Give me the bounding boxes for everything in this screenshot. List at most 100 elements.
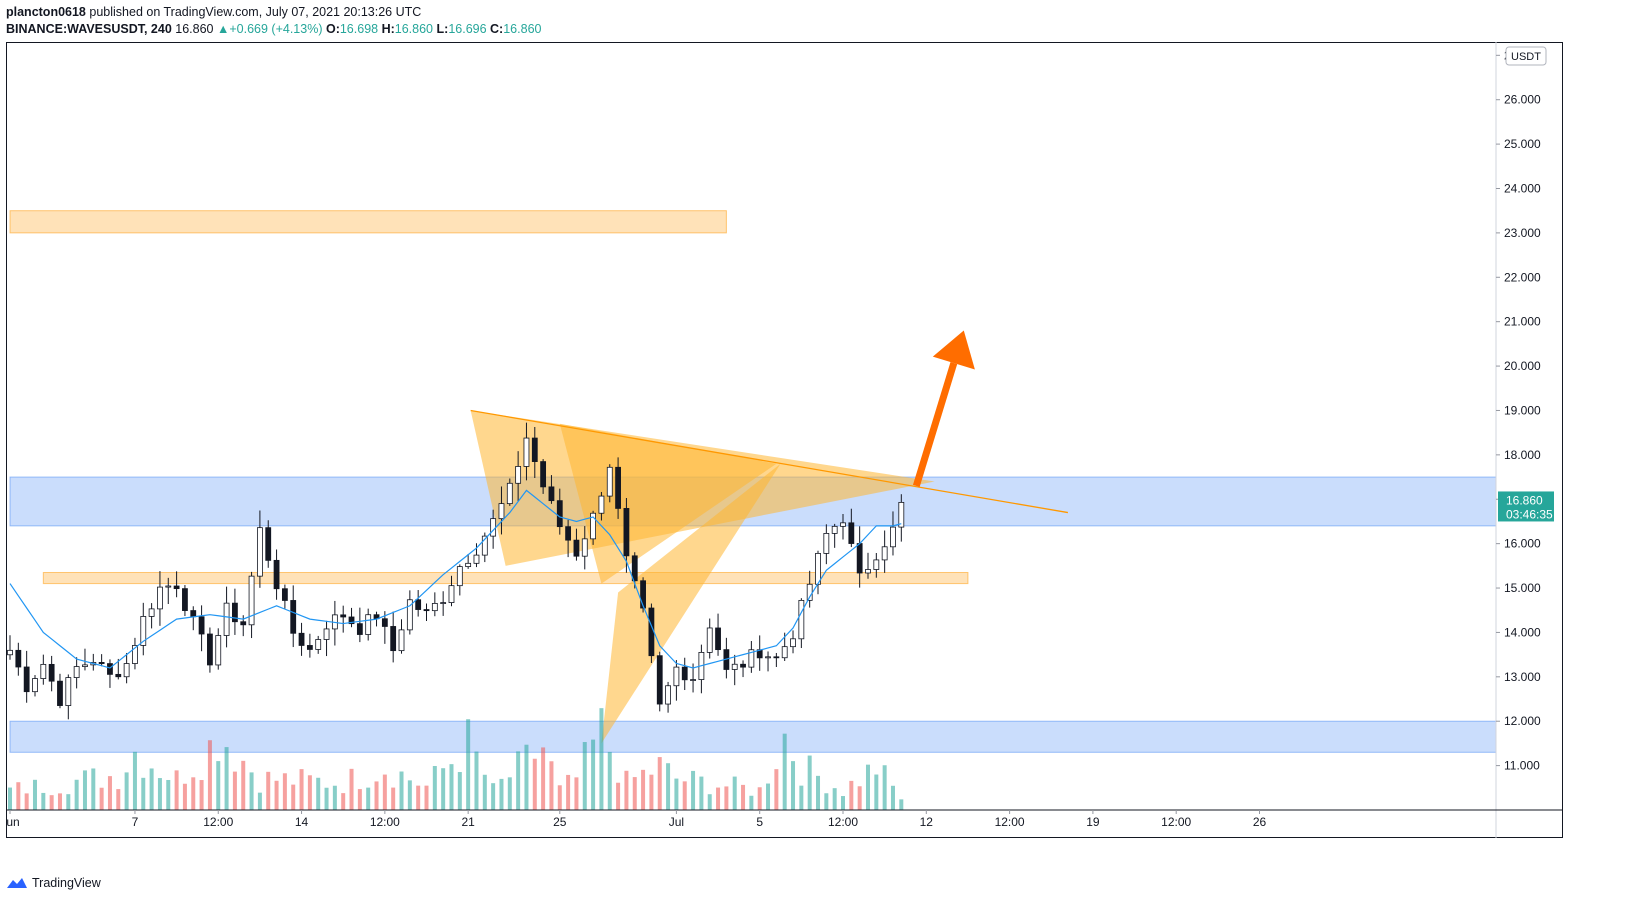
candle-body	[248, 575, 255, 626]
candle-body	[490, 518, 497, 537]
orange-zone-3	[42, 571, 969, 585]
candle-body	[115, 673, 122, 678]
time-tick-label: 12:00	[828, 815, 858, 829]
time-tick-label: 12:00	[370, 815, 400, 829]
volume-bar	[591, 739, 596, 810]
candle	[132, 637, 138, 670]
candle-body	[823, 533, 830, 554]
candle-body	[281, 588, 288, 601]
moving-average-line	[9, 489, 902, 669]
candle-body	[665, 685, 671, 705]
candle-body	[456, 566, 463, 587]
candle-body	[265, 527, 272, 561]
volume-bar	[766, 783, 771, 810]
volume-bar	[782, 733, 787, 810]
volume-bar	[824, 793, 829, 810]
candle	[706, 618, 713, 659]
price-tick-label: 25.000	[1504, 137, 1541, 151]
candle	[823, 524, 830, 565]
candle	[656, 651, 663, 712]
time-tick-label: 25	[553, 815, 567, 829]
time-tick-label: 14	[295, 815, 309, 829]
candle	[531, 426, 538, 478]
countdown-label: 03:46:35	[1506, 507, 1553, 521]
time-tick-label: 5	[756, 815, 763, 829]
volume-bar	[607, 751, 612, 810]
candle	[390, 611, 397, 663]
volume-bar	[382, 774, 387, 810]
candle-body	[98, 662, 105, 664]
volume-bar	[207, 740, 212, 810]
symbol-line: BINANCE:WAVESUSDT, 240 16.860 ▲+0.669 (+…	[6, 22, 541, 36]
candle	[515, 451, 522, 501]
volume-bar	[482, 774, 487, 810]
footer-brand[interactable]: TradingView	[6, 876, 101, 890]
last-price-label: 16.860	[1506, 493, 1543, 507]
candle-body	[890, 526, 896, 548]
candle	[340, 605, 347, 633]
candle	[773, 652, 780, 667]
candle	[140, 602, 147, 656]
candle-body	[531, 437, 538, 462]
candle-body	[207, 633, 213, 666]
time-tick-label: 12:00	[1161, 815, 1191, 829]
candle-body	[681, 666, 688, 681]
candle-body	[848, 522, 855, 544]
candle	[15, 642, 22, 676]
volume-bar	[657, 757, 662, 810]
price-chart[interactable]: 27.00026.00025.00024.00023.00022.00021.0…	[6, 42, 1563, 838]
candle	[381, 611, 388, 644]
candle	[848, 508, 855, 548]
volume-bar	[682, 781, 687, 810]
volume-bar	[299, 769, 304, 810]
volume-bar	[691, 770, 696, 810]
symbol-name[interactable]: BINANCE:WAVESUSDT, 240	[6, 22, 172, 36]
candle-body	[481, 535, 488, 556]
volume-bar	[107, 776, 112, 810]
candle-body	[198, 616, 205, 635]
candle	[865, 552, 871, 579]
candle-body	[65, 677, 72, 706]
candle	[356, 607, 363, 643]
candle	[556, 488, 563, 535]
volume-bar	[357, 789, 362, 810]
price-tick-label: 11.000	[1504, 759, 1540, 773]
candle	[715, 613, 721, 656]
price-tick-label: 22.000	[1504, 270, 1541, 284]
candle	[215, 628, 222, 670]
candle-body	[23, 666, 30, 693]
candle	[765, 651, 771, 672]
close-label: C:	[490, 22, 504, 36]
candle	[406, 590, 413, 635]
candle-body	[215, 635, 222, 666]
candle	[123, 652, 130, 684]
volume-bar	[841, 796, 845, 810]
volume-bar	[541, 747, 546, 810]
volume-bar	[282, 773, 287, 810]
author-name[interactable]: plancton0618	[6, 5, 86, 19]
candle	[323, 620, 330, 657]
volume-bar	[374, 781, 379, 810]
volume-bar	[82, 770, 87, 810]
candle-body	[381, 618, 388, 627]
price-tick-label: 26.000	[1504, 93, 1541, 107]
candle-body	[323, 628, 330, 640]
volume-bar	[641, 769, 646, 810]
volume-bar	[899, 799, 904, 810]
candle-body	[190, 610, 197, 618]
volume-bar	[749, 795, 754, 810]
candle	[298, 622, 305, 656]
price-tick-label: 19.000	[1504, 403, 1541, 417]
candle	[573, 528, 580, 561]
volume-bar	[516, 751, 521, 810]
candle-body	[765, 656, 771, 659]
candle	[498, 486, 505, 535]
candle	[248, 571, 255, 639]
price-tick-label: 24.000	[1504, 181, 1541, 195]
candle-body	[515, 466, 522, 484]
candle	[615, 457, 621, 519]
volume-bar	[882, 765, 887, 810]
candle-body	[573, 539, 580, 557]
candle-body	[623, 508, 630, 557]
volume-bar	[16, 782, 21, 810]
